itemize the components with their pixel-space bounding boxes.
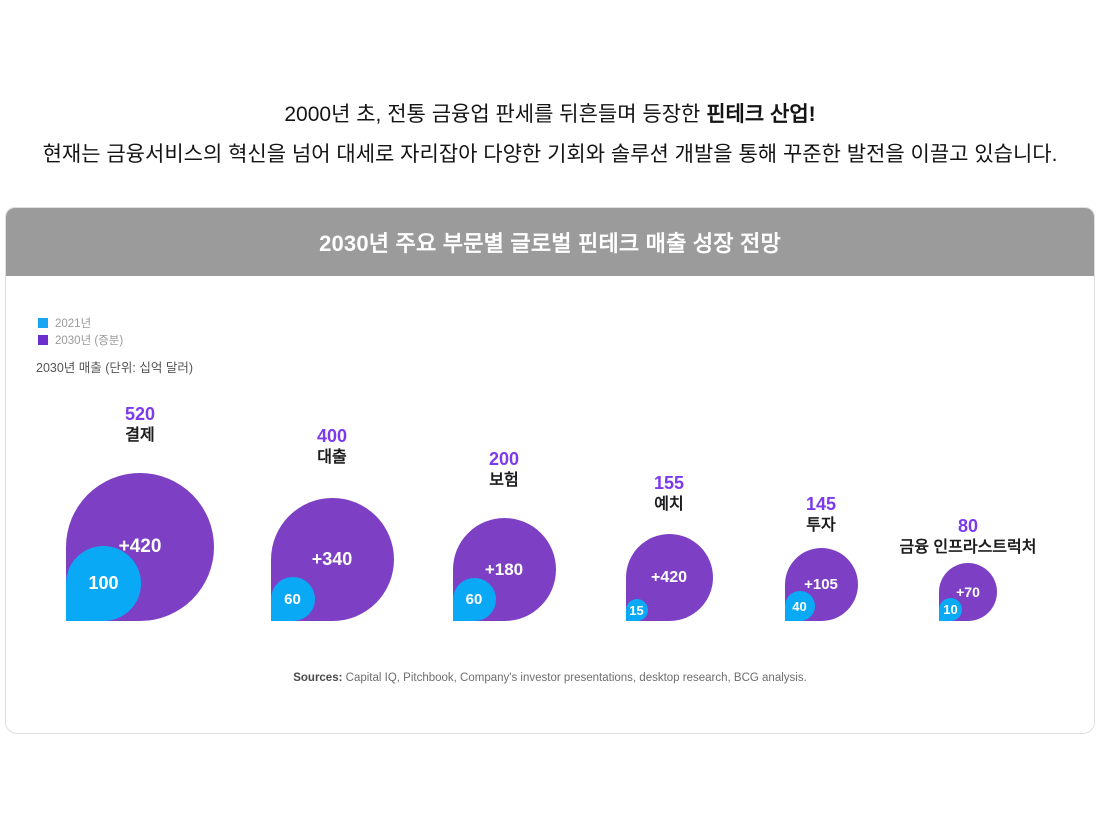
category-label: 투자 [806, 517, 836, 534]
legend-label-2030: 2030년 (증분) [55, 334, 124, 347]
legend: 2021년 2030년 (증분) [38, 314, 123, 348]
bubble-chart: 520 결제 +420 100 400 대출 +340 60 200 보험 +180 60 155 예치 +… [6, 276, 1094, 733]
intro-line-2: 현재는 금융서비스의 혁신을 넘어 대세로 자리잡아 다양한 기회와 솔루션 개… [42, 143, 1058, 166]
total-label: 80 [957, 516, 979, 536]
chart-title: 2030년 주요 부문별 글로벌 핀테크 매출 성장 전망 [319, 231, 781, 256]
total-label: 400 [316, 426, 348, 446]
legend-swatch-2030-icon [38, 334, 48, 345]
intro-line-1: 2000년 초, 전통 금융업 판세를 뒤흔들며 등장한 핀테크 산업! [0, 95, 1100, 135]
intro-line-1-bold: 핀테크 산업! [706, 103, 816, 126]
category-label: 예치 [654, 496, 684, 513]
chart-area: 2021년 2030년 (증분) 2030년 매출 (단위: 십억 달러) 52… [6, 276, 1094, 733]
category-label: 대출 [317, 449, 347, 466]
intro-text: 2000년 초, 전통 금융업 판세를 뒤흔들며 등장한 핀테크 산업! 현재는… [0, 0, 1100, 175]
total-label: 200 [488, 449, 520, 469]
legend-item-2030: 2030년 (증분) [38, 331, 123, 348]
base-circle: 10 [939, 598, 962, 621]
intro-line-1-normal: 2000년 초, 전통 금융업 판세를 뒤흔들며 등장한 [284, 103, 707, 126]
category-label: 보험 [489, 472, 519, 489]
sources: Sources: Capital IQ, Pitchbook, Company'… [6, 672, 1094, 684]
category-label: 결제 [125, 427, 155, 444]
chart-title-bar: 2030년 주요 부문별 글로벌 핀테크 매출 성장 전망 [6, 208, 1094, 276]
legend-swatch-2021-icon [38, 317, 48, 328]
legend-item-2021: 2021년 [38, 314, 123, 331]
sources-label: Sources: [293, 672, 343, 684]
base-circle: 60 [452, 578, 496, 621]
chart-card: 2030년 주요 부문별 글로벌 핀테크 매출 성장 전망 2021년 2030… [5, 207, 1095, 734]
legend-label-2021: 2021년 [55, 317, 92, 330]
total-label: 155 [653, 473, 685, 493]
base-circle: 15 [625, 599, 648, 621]
total-label: 520 [124, 404, 156, 424]
axis-note: 2030년 매출 (단위: 십억 달러) [36, 361, 193, 375]
total-label: 145 [805, 494, 837, 514]
base-circle: 100 [66, 546, 141, 621]
base-circle: 40 [784, 591, 815, 621]
category-label: 금융 인프라스트럭처 [899, 539, 1037, 556]
base-circle: 60 [270, 577, 315, 621]
sources-text: Capital IQ, Pitchbook, Company's investo… [342, 672, 807, 684]
